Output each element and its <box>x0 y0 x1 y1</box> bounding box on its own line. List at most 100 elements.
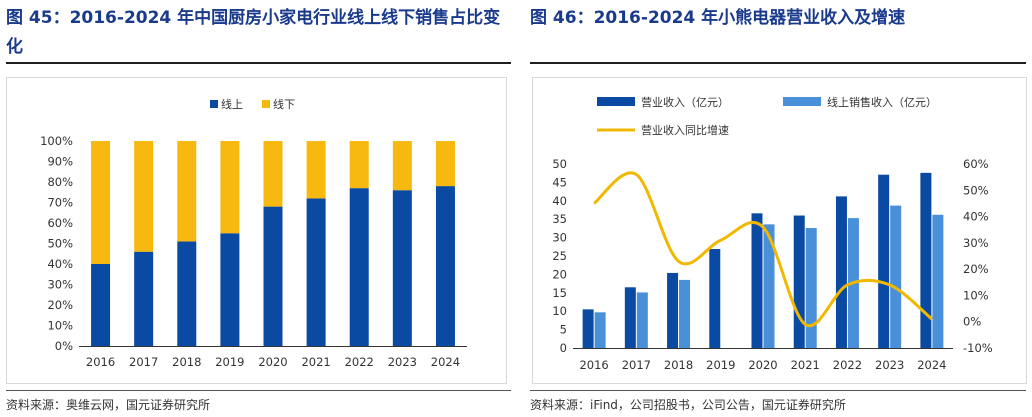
legend-swatch-online-revenue <box>783 97 821 106</box>
bar-online-revenue <box>805 228 817 348</box>
y-right-tick-label: 60% <box>963 157 989 171</box>
y-tick-label: 30% <box>47 278 73 292</box>
y-tick-label: 60% <box>47 216 73 230</box>
bar-offline <box>392 141 412 191</box>
x-tick-label: 2020 <box>258 355 287 369</box>
legend-swatch-0 <box>210 100 218 108</box>
x-tick-label: 2018 <box>664 358 693 372</box>
bar-revenue <box>920 172 932 348</box>
legend-label-growth: 营业收入同比增速 <box>641 123 729 137</box>
bar-online <box>349 188 369 346</box>
y-right-tick-label: 10% <box>963 288 989 302</box>
y-right-tick-label: 30% <box>963 236 989 250</box>
y-right-tick-label: 20% <box>963 262 989 276</box>
figure-45-title: 图 45：2016-2024 年中国厨房小家电行业线上线下销售占比变化 <box>6 8 501 57</box>
x-tick-label: 2019 <box>215 355 244 369</box>
bar-online-revenue <box>636 292 648 348</box>
bar-revenue <box>835 196 847 348</box>
bar-revenue <box>709 249 721 348</box>
y-left-tick-label: 30 <box>552 231 567 245</box>
y-left-tick-label: 0 <box>560 341 567 355</box>
x-tick-label: 2021 <box>791 358 820 372</box>
y-left-tick-label: 15 <box>552 286 567 300</box>
bar-offline <box>349 141 369 189</box>
figure-46-source: 资料来源：iFind，公司招股书，公司公告，国元证券研究所 <box>530 398 846 412</box>
x-tick-label: 2018 <box>172 355 201 369</box>
x-tick-label: 2022 <box>833 358 862 372</box>
y-tick-label: 50% <box>47 237 73 251</box>
bar-offline <box>220 141 240 234</box>
x-tick-label: 2022 <box>345 355 374 369</box>
chart-46-revenue-growth: 营业收入（亿元） 线上销售收入（亿元） 营业收入同比增速 0 5 10 15 20 25 30 35… <box>552 95 993 372</box>
bar-revenue <box>793 215 805 348</box>
bar-revenue <box>878 174 890 348</box>
bar-offline <box>134 141 154 252</box>
bar-online-revenue <box>890 205 902 348</box>
legend-label-0: 线上 <box>221 97 243 111</box>
source-divider <box>6 390 511 391</box>
y-right-tick-label: 50% <box>963 183 989 197</box>
bar-online-revenue <box>594 312 606 348</box>
y-tick-label: 90% <box>47 155 73 169</box>
bar-online <box>435 186 455 346</box>
bar-online <box>134 251 154 346</box>
y-left-tick-label: 45 <box>552 175 567 189</box>
bar-online-revenue <box>679 279 691 348</box>
x-tick-label: 2017 <box>622 358 651 372</box>
legend-swatch-revenue <box>597 97 635 106</box>
bar-online <box>177 241 197 346</box>
y-tick-label: 80% <box>47 175 73 189</box>
x-tick-label: 2019 <box>706 358 735 372</box>
source-divider <box>530 390 1026 391</box>
bar-offline <box>306 141 326 199</box>
legend-label-online-revenue: 线上销售收入（亿元） <box>827 95 937 109</box>
bar-offline <box>263 141 283 207</box>
chart-46-panel: 营业收入（亿元） 线上销售收入（亿元） 营业收入同比增速 0 5 10 15 20 25 30 35… <box>532 77 1027 384</box>
bar-offline <box>91 141 111 264</box>
bar-offline <box>435 141 455 187</box>
y-left-tick-label: 5 <box>560 323 567 337</box>
bar-revenue <box>667 272 679 348</box>
bar-online <box>220 233 240 346</box>
legend-swatch-1 <box>262 100 270 108</box>
y-left-tick-label: 25 <box>552 249 567 263</box>
y-tick-label: 100% <box>40 134 73 148</box>
y-left-tick-label: 40 <box>552 194 567 208</box>
legend-label-revenue: 营业收入（亿元） <box>641 95 729 109</box>
y-right-tick-label: 0% <box>963 315 981 329</box>
bar-revenue <box>751 213 763 348</box>
x-tick-label: 2024 <box>431 355 460 369</box>
bar-offline <box>177 141 197 242</box>
y-tick-label: 70% <box>47 196 73 210</box>
y-left-tick-label: 50 <box>552 157 567 171</box>
y-left-tick-label: 35 <box>552 212 567 226</box>
bar-revenue <box>624 287 636 348</box>
bar-online <box>91 264 111 346</box>
legend-label-1: 线下 <box>273 97 295 111</box>
y-right-tick-label: 40% <box>963 210 989 224</box>
y-tick-label: 0% <box>55 339 73 353</box>
y-left-tick-label: 10 <box>552 304 567 318</box>
figure-46-title: 图 46：2016-2024 年小熊电器营业收入及增速 <box>530 8 906 28</box>
x-tick-label: 2016 <box>579 358 608 372</box>
x-tick-label: 2024 <box>917 358 946 372</box>
title-underline <box>530 62 1026 64</box>
figure-45-source: 资料来源：奥维云网，国元证券研究所 <box>6 398 211 412</box>
y-tick-label: 10% <box>47 319 73 333</box>
x-tick-label: 2020 <box>748 358 777 372</box>
bar-revenue <box>582 309 594 348</box>
chart-45-online-offline-share: 线上 线下 0% 10% 20% 30% 40% 50% 60% 70% 80% 90% 100% 201… <box>40 97 467 369</box>
x-tick-label: 2017 <box>129 355 158 369</box>
bar-online <box>306 198 326 346</box>
bar-online-revenue <box>763 224 775 348</box>
x-tick-label: 2016 <box>86 355 115 369</box>
x-tick-label: 2021 <box>301 355 330 369</box>
bar-online <box>263 206 283 346</box>
title-underline <box>6 62 511 64</box>
x-tick-label: 2023 <box>388 355 417 369</box>
chart-45-panel: 线上 线下 0% 10% 20% 30% 40% 50% 60% 70% 80% 90% 100% 201… <box>6 77 507 384</box>
y-right-tick-label: -10% <box>963 341 993 355</box>
bar-online <box>392 190 412 346</box>
y-left-tick-label: 20 <box>552 267 567 281</box>
x-tick-label: 2023 <box>875 358 904 372</box>
